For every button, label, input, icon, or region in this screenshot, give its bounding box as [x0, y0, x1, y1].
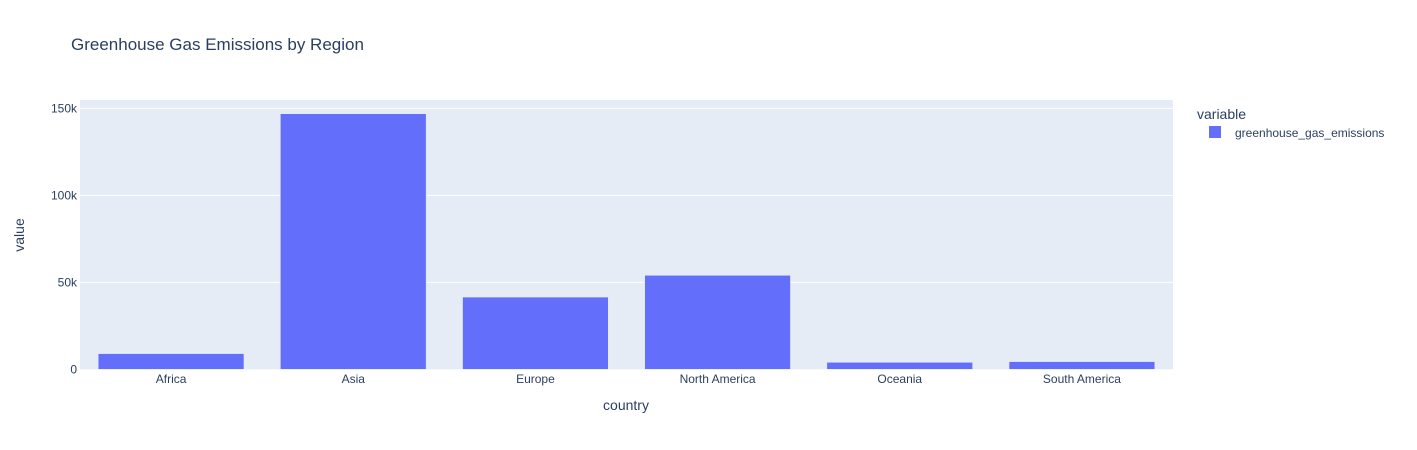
y-tick-label: 150k — [51, 101, 78, 115]
bar-north-america[interactable] — [644, 275, 791, 370]
x-tick-label: Asia — [342, 372, 366, 386]
bar-asia[interactable] — [280, 113, 427, 370]
x-tick-label: Oceania — [877, 372, 922, 386]
bar-africa[interactable] — [97, 353, 245, 370]
y-tick-label: 100k — [51, 188, 78, 202]
y-axis-label: value — [11, 218, 27, 252]
bar-europe[interactable] — [462, 296, 609, 370]
chart-title: Greenhouse Gas Emissions by Region — [71, 35, 364, 54]
x-tick-label: South America — [1043, 372, 1121, 386]
x-tick-label: Africa — [156, 372, 187, 386]
legend-title: variable — [1197, 106, 1246, 122]
y-tick-label: 50k — [58, 275, 78, 289]
bar-south-america[interactable] — [1008, 361, 1156, 370]
legend-item[interactable]: greenhouse_gas_emissions — [1209, 126, 1384, 140]
x-axis-label: country — [603, 397, 649, 413]
legend-swatch — [1209, 126, 1221, 138]
legend-label: greenhouse_gas_emissions — [1235, 126, 1384, 140]
x-tick-label: Europe — [516, 372, 555, 386]
plot-area — [80, 100, 1173, 370]
y-axis-ticks: 0 50k 100k 150k — [51, 101, 78, 376]
legend: variable greenhouse_gas_emissions — [1197, 106, 1384, 140]
bars — [97, 113, 1156, 370]
x-axis-ticks: Africa Asia Europe North America Oceania Sout… — [156, 372, 1122, 386]
bar-oceania[interactable] — [826, 362, 973, 370]
gridlines — [80, 107, 1173, 283]
x-tick-label: North America — [680, 372, 756, 386]
y-tick-label: 0 — [70, 362, 77, 376]
